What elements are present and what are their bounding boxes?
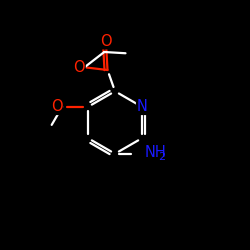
Text: O: O <box>74 60 85 75</box>
Text: N: N <box>137 99 147 114</box>
Text: O: O <box>100 34 112 49</box>
Text: 2: 2 <box>158 152 165 162</box>
Text: O: O <box>51 99 62 114</box>
Text: NH: NH <box>145 145 167 160</box>
